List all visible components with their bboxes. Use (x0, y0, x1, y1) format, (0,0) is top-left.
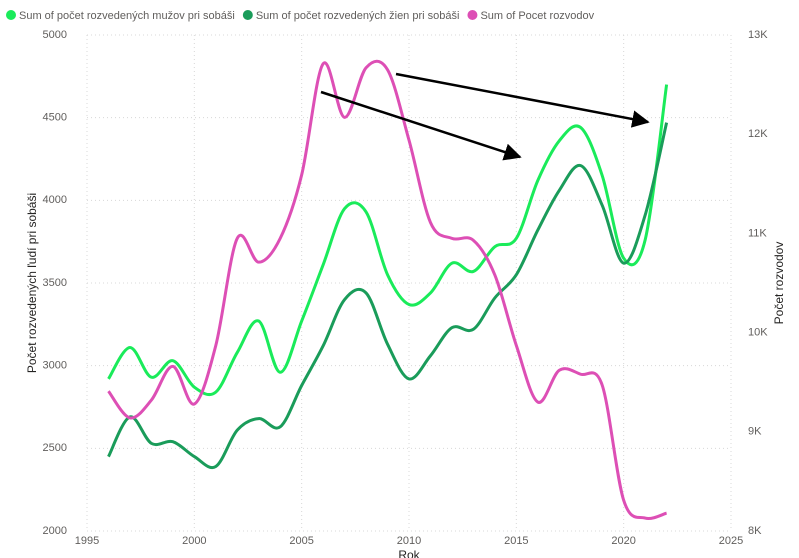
x-tick-label: 2010 (397, 535, 421, 547)
x-tick-label: 1995 (75, 535, 99, 547)
y-tick-label: 4500 (43, 112, 67, 124)
legend-marker (6, 10, 16, 20)
y2-tick-label: 13K (748, 29, 768, 41)
legend-label: Sum of počet rozvedených žien pri sobáši (256, 10, 460, 22)
x-tick-label: 2025 (719, 535, 743, 547)
y2-axis-title: Počet rozvodov (772, 242, 786, 325)
y2-tick-label: 9K (748, 426, 762, 438)
y-tick-label: 3500 (43, 277, 67, 289)
y-tick-label: 3000 (43, 360, 67, 372)
x-tick-label: 2000 (182, 535, 206, 547)
line-series (107, 59, 668, 521)
legend-marker (242, 10, 253, 20)
y-tick-label: 5000 (43, 29, 67, 41)
plot-area (107, 59, 669, 521)
grid (86, 34, 732, 532)
y2-tick-label: 11K (748, 227, 767, 239)
legend-label: Sum of počet rozvedených mužov pri sobáš… (19, 10, 235, 22)
y2-tick-label: 8K (748, 525, 762, 537)
y-axis-title: Počet rozvedených ľudí pri sobáši (25, 193, 39, 373)
y-tick-label: 2500 (43, 442, 67, 454)
y-tick-label: 2000 (43, 525, 67, 537)
legend-marker (467, 10, 478, 20)
x-tick-label: 2015 (504, 535, 528, 547)
arrow (320, 90, 522, 161)
x-axis-title: Rok (398, 548, 420, 558)
line-series (107, 122, 669, 470)
x-tick-label: 2020 (611, 535, 635, 547)
y2-tick-label: 10K (748, 327, 768, 339)
x-tick-label: 2005 (289, 535, 313, 547)
legend-label: Sum of Pocet rozvodov (480, 10, 594, 22)
line-series (107, 84, 669, 397)
arrow (395, 72, 650, 128)
y2-tick-label: 12K (748, 128, 768, 140)
y-tick-label: 4000 (43, 194, 67, 206)
